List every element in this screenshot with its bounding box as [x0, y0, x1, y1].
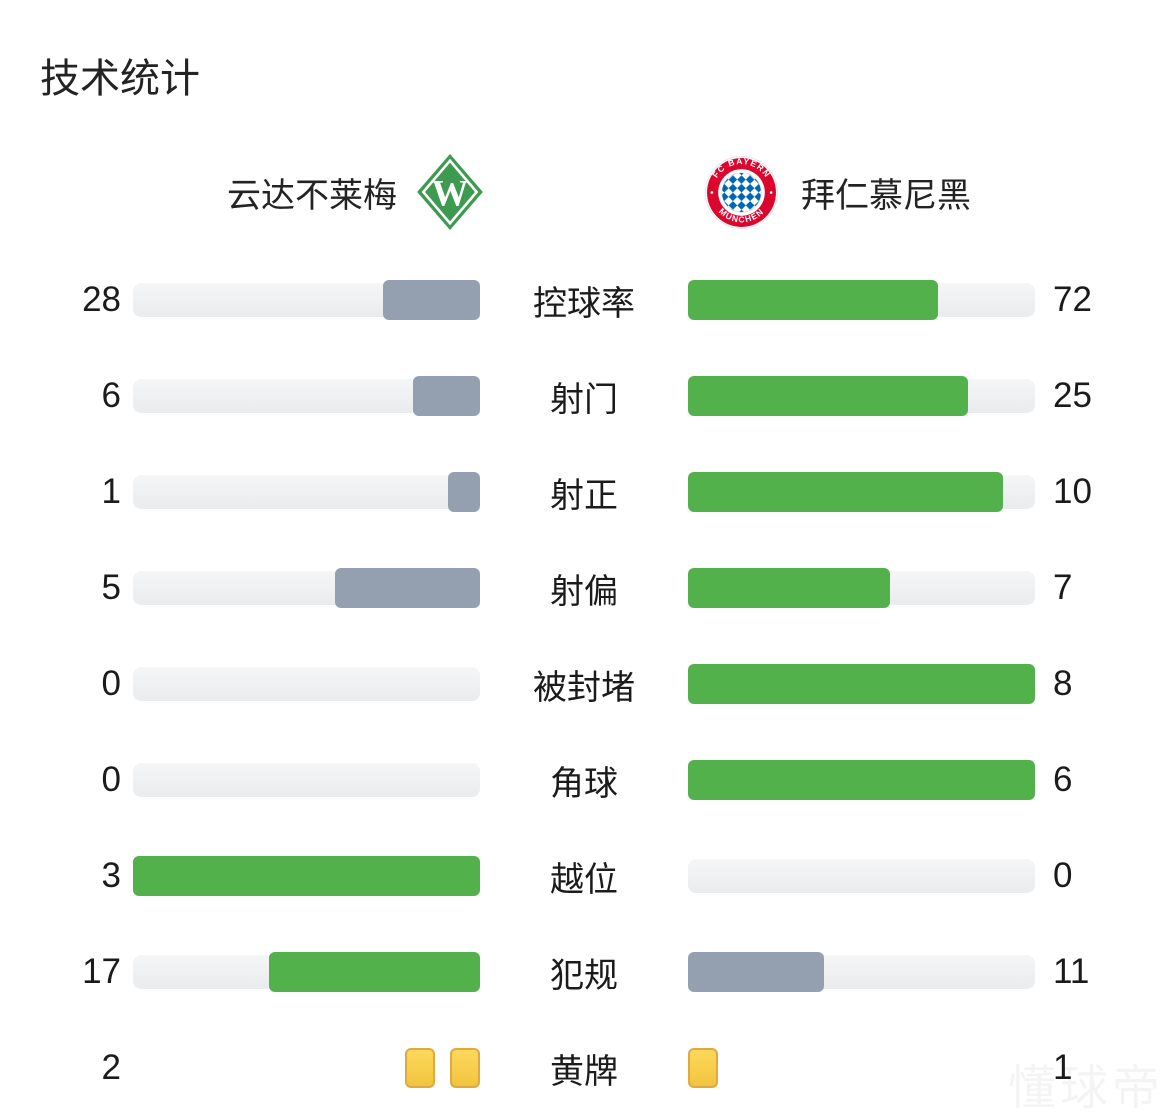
- away-bar: [688, 472, 1035, 512]
- away-value: 1: [1053, 1048, 1073, 1087]
- away-bar: [688, 1048, 1035, 1088]
- bar-fill: [413, 376, 480, 416]
- stat-row: 0 被封堵 8: [0, 636, 1170, 732]
- team-header: 云达不莱梅 W: [0, 152, 1170, 232]
- away-value: 11: [1053, 952, 1090, 991]
- home-value: 5: [101, 568, 121, 607]
- stat-row: 28 控球率 72: [0, 252, 1170, 348]
- bar-fill: [688, 664, 1035, 704]
- home-team: 云达不莱梅 W: [0, 152, 485, 232]
- stat-row: 5 射偏 7: [0, 540, 1170, 636]
- away-bar: [688, 856, 1035, 896]
- stat-row: 17 犯规 11: [0, 924, 1170, 1020]
- bar-fill: [688, 280, 938, 320]
- home-cards: [405, 1048, 480, 1088]
- stat-label: 黄牌: [550, 1052, 618, 1091]
- home-value: 3: [101, 856, 121, 895]
- bar-track: [133, 475, 480, 509]
- stat-row: 6 射门 25: [0, 348, 1170, 444]
- bar-track: [133, 763, 480, 797]
- page-title: 技术统计: [40, 57, 200, 101]
- home-bar: [133, 568, 480, 608]
- away-value: 8: [1053, 664, 1073, 703]
- bar-fill: [688, 376, 968, 416]
- werder-bremen-crest-icon: W: [415, 153, 485, 231]
- home-value: 1: [101, 472, 121, 511]
- bar-fill: [133, 856, 480, 896]
- stat-label: 犯规: [550, 956, 618, 995]
- bayern-munich-crest-icon: FC BAYERN MÜNCHEN: [705, 156, 778, 229]
- yellow-card-icon: [450, 1048, 480, 1088]
- stat-row: 0 角球 6: [0, 732, 1170, 828]
- away-cards: [688, 1048, 718, 1088]
- home-bar: [133, 952, 480, 992]
- bar-track: [688, 859, 1035, 893]
- yellow-card-icon: [405, 1048, 435, 1088]
- away-bar: [688, 760, 1035, 800]
- bar-fill: [688, 472, 1003, 512]
- away-value: 72: [1053, 280, 1092, 319]
- yellow-card-icon: [688, 1048, 718, 1088]
- away-bar: [688, 280, 1035, 320]
- home-bar: [133, 1048, 480, 1088]
- home-value: 0: [101, 664, 121, 703]
- bar-fill: [688, 568, 890, 608]
- svg-text:W: W: [432, 172, 469, 213]
- away-value: 6: [1053, 760, 1073, 799]
- away-bar: [688, 568, 1035, 608]
- bar-fill: [448, 472, 480, 512]
- bar-fill: [269, 952, 480, 992]
- away-value: 7: [1053, 568, 1073, 607]
- stat-label: 被封堵: [533, 668, 635, 707]
- away-team: FC BAYERN MÜNCHEN 拜仁慕尼黑: [705, 152, 971, 232]
- home-value: 17: [82, 952, 121, 991]
- away-value: 10: [1053, 472, 1092, 511]
- home-bar: [133, 856, 480, 896]
- stat-label: 控球率: [533, 284, 635, 323]
- stat-row: 3 越位 0: [0, 828, 1170, 924]
- home-bar: [133, 376, 480, 416]
- away-value: 25: [1053, 376, 1092, 415]
- home-value: 6: [101, 376, 121, 415]
- home-value: 2: [101, 1048, 121, 1087]
- home-value: 0: [101, 760, 121, 799]
- away-value: 0: [1053, 856, 1073, 895]
- stat-row: 2 黄牌 1: [0, 1020, 1170, 1116]
- away-bar: [688, 952, 1035, 992]
- away-bar: [688, 664, 1035, 704]
- bar-fill: [383, 280, 480, 320]
- stat-row: 1 射正 10: [0, 444, 1170, 540]
- stats-list: 28 控球率 72 6 射门 25 1 射正 10 5 射偏 7 0 被封堵 8 0 角球 6 3 越位 0 17 犯规 11…: [0, 252, 1170, 1116]
- bar-fill: [688, 952, 824, 992]
- home-team-name: 云达不莱梅: [227, 176, 397, 215]
- stat-label: 射正: [550, 476, 618, 515]
- watermark: 懂球帝: [1008, 1048, 1164, 1118]
- stat-label: 射偏: [550, 572, 618, 611]
- home-value: 28: [82, 280, 121, 319]
- away-bar: [688, 376, 1035, 416]
- bar-fill: [335, 568, 480, 608]
- stat-label: 角球: [550, 764, 618, 803]
- home-bar: [133, 664, 480, 704]
- home-bar: [133, 472, 480, 512]
- home-bar: [133, 280, 480, 320]
- bar-track: [133, 667, 480, 701]
- stat-label: 越位: [550, 860, 618, 899]
- bar-fill: [688, 760, 1035, 800]
- stat-label: 射门: [550, 380, 618, 419]
- away-team-name: 拜仁慕尼黑: [801, 176, 971, 215]
- home-bar: [133, 760, 480, 800]
